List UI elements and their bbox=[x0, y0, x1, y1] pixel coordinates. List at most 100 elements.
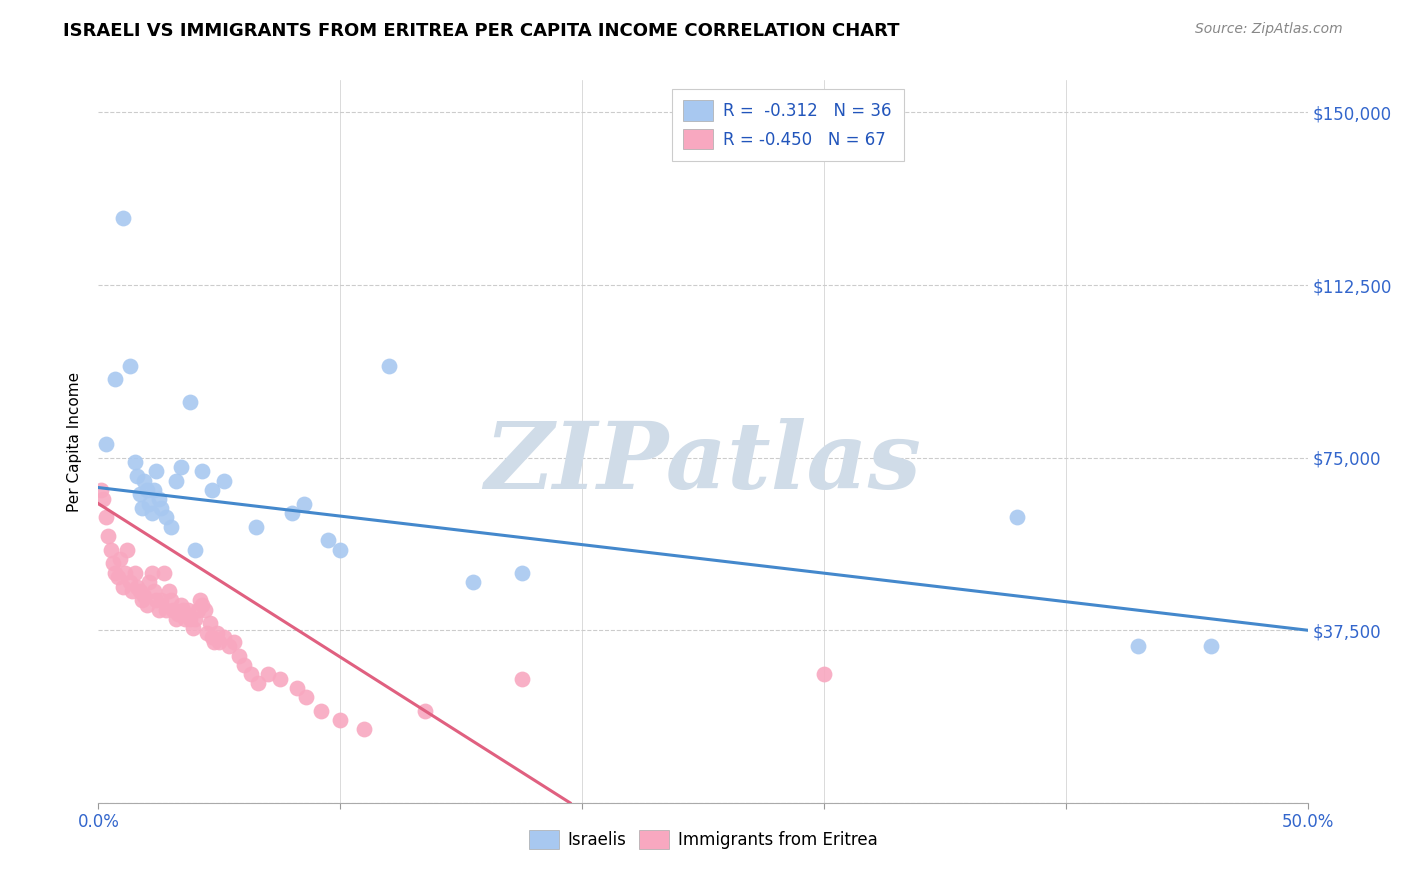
Point bbox=[167, 607, 190, 621]
Point bbox=[316, 533, 339, 548]
Point bbox=[107, 570, 129, 584]
Point bbox=[184, 612, 207, 626]
Point bbox=[188, 593, 211, 607]
Point bbox=[127, 469, 149, 483]
Point bbox=[292, 497, 315, 511]
Point bbox=[135, 483, 157, 497]
Point bbox=[208, 634, 231, 648]
Point bbox=[172, 602, 194, 616]
Point bbox=[90, 483, 112, 497]
Point bbox=[256, 667, 278, 681]
Point bbox=[128, 487, 150, 501]
Point bbox=[169, 459, 191, 474]
Point bbox=[104, 566, 127, 580]
Point bbox=[281, 506, 304, 520]
Point bbox=[204, 634, 226, 648]
Point bbox=[114, 566, 136, 580]
Point bbox=[813, 667, 835, 681]
Point bbox=[179, 395, 201, 409]
Point bbox=[377, 359, 399, 373]
Point bbox=[94, 510, 117, 524]
Point bbox=[131, 501, 153, 516]
Point bbox=[152, 566, 174, 580]
Point bbox=[155, 602, 177, 616]
Point bbox=[218, 640, 240, 654]
Point bbox=[212, 630, 235, 644]
Point bbox=[1128, 640, 1150, 654]
Point bbox=[121, 584, 143, 599]
Point bbox=[239, 667, 262, 681]
Point bbox=[247, 676, 270, 690]
Point bbox=[160, 593, 183, 607]
Point bbox=[108, 552, 131, 566]
Point bbox=[165, 474, 187, 488]
Point bbox=[124, 566, 146, 580]
Point bbox=[134, 474, 156, 488]
Point bbox=[111, 211, 134, 226]
Point bbox=[148, 602, 170, 616]
Point bbox=[201, 483, 224, 497]
Point bbox=[174, 612, 197, 626]
Point bbox=[187, 602, 209, 616]
Point bbox=[131, 593, 153, 607]
Point bbox=[510, 672, 533, 686]
Point bbox=[124, 455, 146, 469]
Point bbox=[245, 519, 267, 533]
Point bbox=[141, 506, 163, 520]
Point bbox=[329, 713, 352, 727]
Point bbox=[205, 625, 228, 640]
Point bbox=[97, 529, 120, 543]
Point bbox=[155, 510, 177, 524]
Point bbox=[510, 566, 533, 580]
Point bbox=[150, 501, 173, 516]
Point bbox=[148, 491, 170, 506]
Point bbox=[353, 722, 375, 736]
Point bbox=[194, 602, 217, 616]
Point bbox=[91, 491, 114, 506]
Point bbox=[1199, 640, 1222, 654]
Point bbox=[111, 580, 134, 594]
Point bbox=[329, 542, 352, 557]
Point bbox=[179, 612, 201, 626]
Text: ZIPatlas: ZIPatlas bbox=[485, 418, 921, 508]
Point bbox=[191, 465, 214, 479]
Point bbox=[118, 359, 141, 373]
Point bbox=[145, 593, 167, 607]
Point bbox=[198, 616, 221, 631]
Point bbox=[184, 542, 207, 557]
Text: ISRAELI VS IMMIGRANTS FROM ERITREA PER CAPITA INCOME CORRELATION CHART: ISRAELI VS IMMIGRANTS FROM ERITREA PER C… bbox=[63, 22, 900, 40]
Point bbox=[413, 704, 436, 718]
Point bbox=[128, 584, 150, 599]
Text: Source: ZipAtlas.com: Source: ZipAtlas.com bbox=[1195, 22, 1343, 37]
Point bbox=[191, 598, 214, 612]
Point bbox=[134, 589, 156, 603]
Point bbox=[138, 574, 160, 589]
Point bbox=[222, 634, 245, 648]
Point bbox=[94, 437, 117, 451]
Point bbox=[157, 584, 180, 599]
Point bbox=[463, 574, 485, 589]
Point bbox=[195, 625, 218, 640]
Point bbox=[309, 704, 332, 718]
Point bbox=[232, 657, 254, 672]
Point bbox=[160, 519, 183, 533]
Point bbox=[138, 497, 160, 511]
Point bbox=[181, 621, 204, 635]
Point bbox=[169, 598, 191, 612]
Point bbox=[201, 630, 224, 644]
Point bbox=[162, 602, 184, 616]
Point bbox=[145, 465, 167, 479]
Point bbox=[285, 681, 308, 695]
Point bbox=[228, 648, 250, 663]
Point bbox=[118, 574, 141, 589]
Point bbox=[177, 602, 200, 616]
Point bbox=[295, 690, 318, 704]
Point bbox=[143, 584, 166, 599]
Point bbox=[135, 598, 157, 612]
Point bbox=[143, 483, 166, 497]
Point bbox=[117, 542, 139, 557]
Point bbox=[141, 566, 163, 580]
Point bbox=[104, 372, 127, 386]
Y-axis label: Per Capita Income: Per Capita Income bbox=[67, 371, 83, 512]
Point bbox=[1007, 510, 1029, 524]
